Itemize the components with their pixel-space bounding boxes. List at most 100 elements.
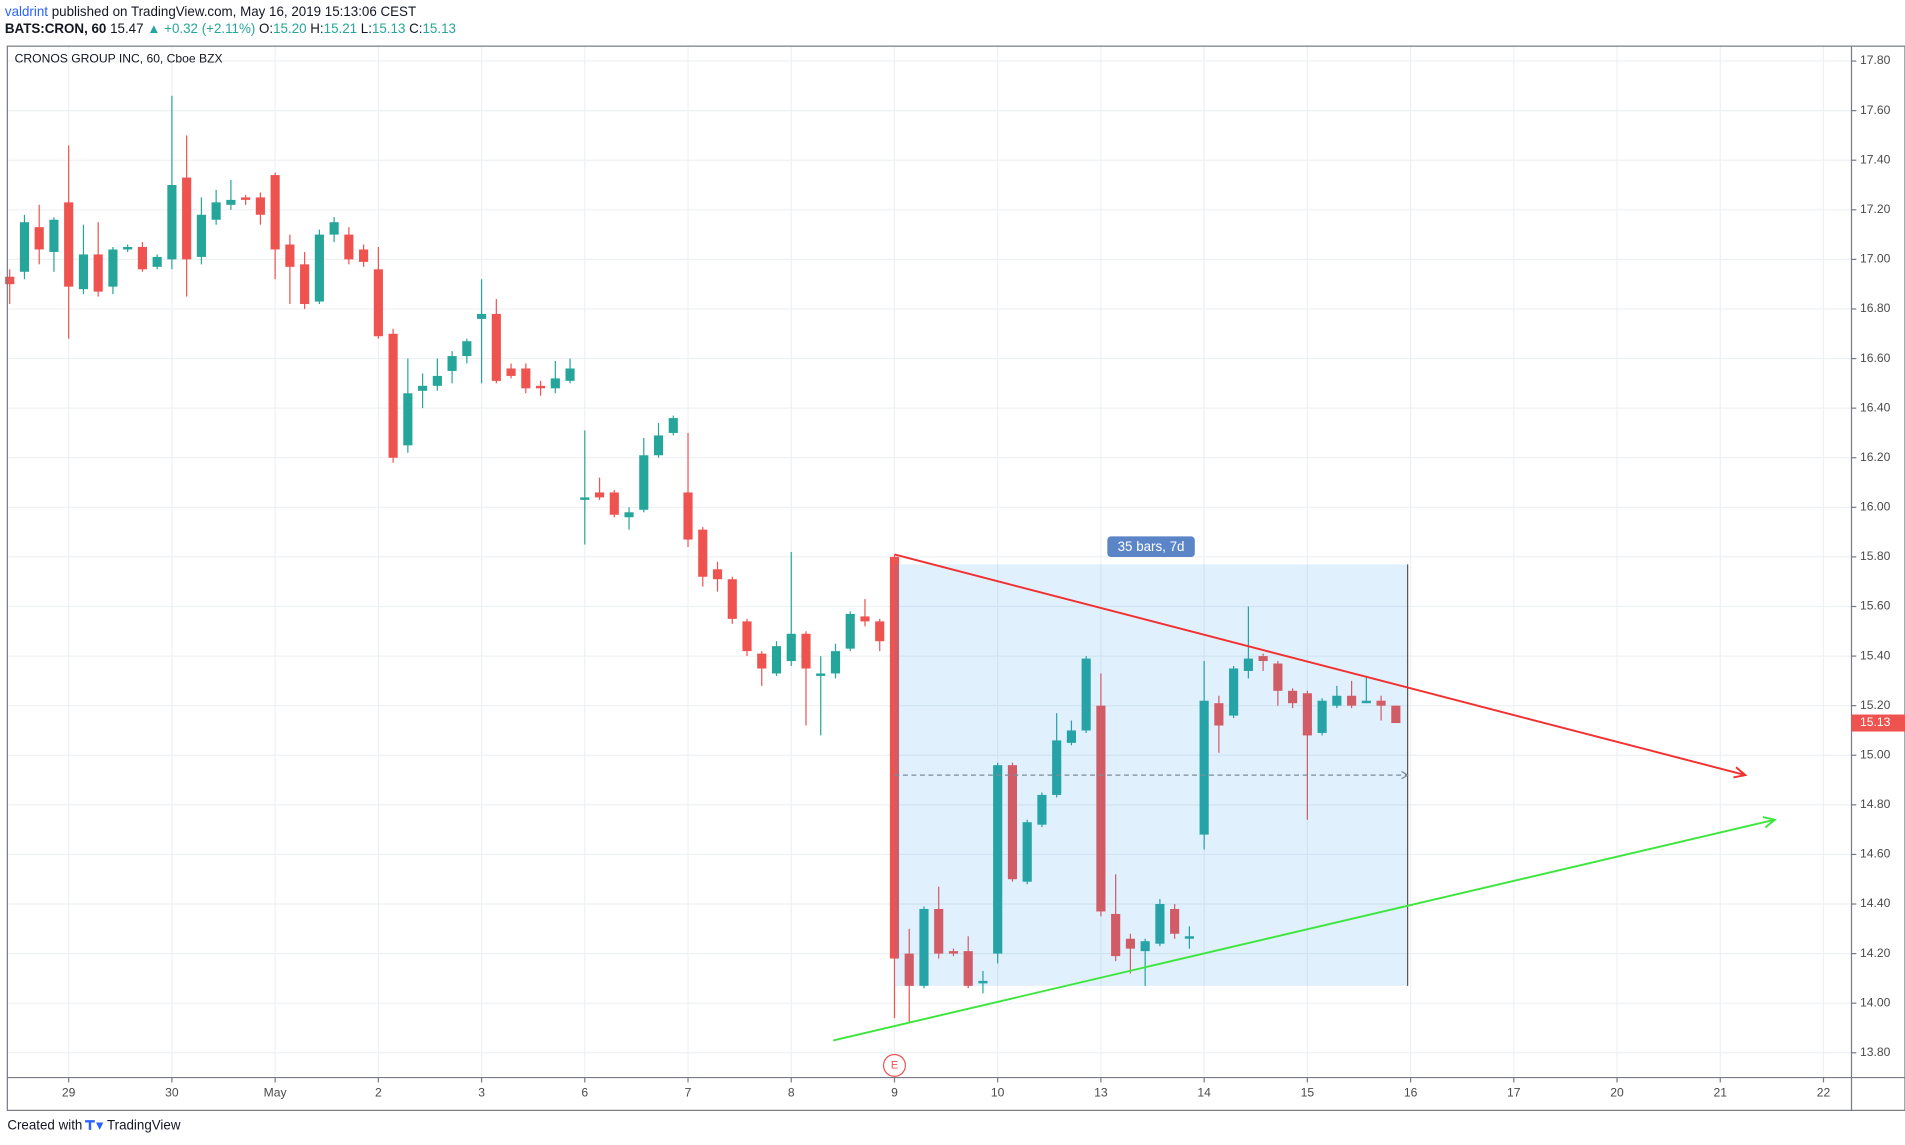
candle-body bbox=[1317, 700, 1327, 733]
candle-body bbox=[1111, 913, 1121, 957]
symbol-line: BATS:CRON, 60 15.47 ▲ +0.32 (+2.11%) O:1… bbox=[5, 21, 456, 36]
x-tick-label: 30 bbox=[165, 1086, 179, 1100]
candle-body bbox=[609, 492, 619, 515]
drawings: 35 bars, 7d bbox=[833, 536, 1777, 1042]
candle-body bbox=[255, 197, 265, 215]
candle-body bbox=[167, 185, 177, 260]
candle-body bbox=[34, 227, 44, 250]
candle-body bbox=[477, 313, 487, 319]
candle-body bbox=[639, 455, 649, 510]
last-price: 15.47 bbox=[110, 21, 143, 36]
trend-arrowhead bbox=[1762, 816, 1777, 829]
candle-body bbox=[1007, 765, 1018, 880]
y-tick-label: 15.80 bbox=[1860, 549, 1891, 563]
y-tick-label: 17.20 bbox=[1860, 202, 1891, 216]
candle-body bbox=[300, 264, 310, 305]
candle-body bbox=[1096, 705, 1106, 912]
axes: 13.80 14.00 14.20 14.40 14.60 14.80 15.00 15.20… bbox=[62, 53, 1905, 1100]
last-price-tag bbox=[1851, 714, 1905, 732]
candle-body bbox=[860, 616, 870, 622]
candle-body bbox=[963, 951, 973, 986]
candle-body bbox=[491, 313, 501, 381]
candle-body bbox=[727, 579, 737, 619]
candle-body bbox=[1184, 936, 1194, 939]
y-tick-label: 15.60 bbox=[1860, 599, 1891, 613]
candle-body bbox=[329, 222, 339, 235]
candle-body bbox=[1214, 703, 1224, 726]
candle-body bbox=[211, 202, 221, 220]
candle-body bbox=[934, 908, 944, 954]
candle-body bbox=[683, 492, 693, 540]
candle-body bbox=[418, 385, 428, 391]
candle-body bbox=[462, 341, 472, 357]
x-tick-label: 16 bbox=[1404, 1086, 1418, 1100]
candle-body bbox=[403, 393, 413, 446]
range-label: 35 bars, 7d bbox=[1118, 539, 1185, 554]
candle-body bbox=[1347, 695, 1357, 706]
published: published on TradingView.com, May 16, 20… bbox=[52, 4, 416, 19]
x-tick-label: 15 bbox=[1301, 1086, 1315, 1100]
ohlc-label: H: bbox=[310, 21, 323, 36]
x-tick-label: 10 bbox=[991, 1086, 1005, 1100]
candle-body bbox=[919, 908, 929, 986]
candle-body bbox=[93, 254, 103, 292]
ohlc-value: 15.21 bbox=[324, 21, 357, 36]
x-tick-label: 17 bbox=[1507, 1086, 1521, 1100]
candle-body bbox=[875, 621, 885, 642]
candle-body bbox=[1376, 700, 1386, 706]
x-tick-label: 6 bbox=[581, 1086, 588, 1100]
symbol: BATS:CRON, 60 bbox=[5, 21, 106, 36]
x-tick-label: 29 bbox=[62, 1086, 76, 1100]
candle-body bbox=[948, 951, 959, 954]
footer-text: Created with bbox=[7, 1118, 82, 1133]
candle-body bbox=[712, 569, 723, 580]
range-label-bg bbox=[1107, 536, 1195, 558]
x-tick-label: 14 bbox=[1197, 1086, 1211, 1100]
y-tick-label: 15.00 bbox=[1860, 747, 1891, 761]
candle-body bbox=[594, 492, 605, 498]
y-tick-label: 15.20 bbox=[1860, 698, 1891, 712]
y-tick-label: 16.20 bbox=[1860, 450, 1891, 464]
candle-body bbox=[816, 673, 826, 676]
y-tick-label: 14.00 bbox=[1860, 995, 1891, 1009]
ohlc-label: L: bbox=[361, 21, 372, 36]
candle-body bbox=[1273, 663, 1283, 691]
candle-body bbox=[182, 177, 192, 260]
candle-body bbox=[5, 276, 15, 285]
author: valdrint bbox=[5, 4, 48, 19]
candle-body bbox=[1229, 668, 1239, 716]
candle-body bbox=[447, 356, 457, 371]
candle-body bbox=[344, 234, 354, 260]
candle-body bbox=[889, 556, 900, 959]
candle-body bbox=[668, 418, 678, 433]
candle-body bbox=[978, 980, 988, 984]
y-tick-label: 16.60 bbox=[1860, 351, 1891, 365]
x-tick-label: 2 bbox=[375, 1086, 382, 1100]
candle-body bbox=[624, 512, 634, 518]
candle-body bbox=[196, 214, 206, 257]
published-line: valdrint published on TradingView.com, M… bbox=[5, 4, 416, 19]
candle-body bbox=[137, 246, 147, 270]
ohlc-value: 15.13 bbox=[422, 21, 455, 36]
candle-body bbox=[1243, 658, 1253, 671]
candle-body bbox=[771, 646, 782, 674]
candle-body bbox=[845, 613, 855, 649]
candle-body bbox=[1125, 938, 1135, 949]
candle-body bbox=[565, 368, 575, 381]
change: ▲ +0.32 (+2.11%) bbox=[147, 21, 255, 36]
candle-body bbox=[786, 633, 796, 662]
ohlc-value: 15.20 bbox=[273, 21, 306, 36]
event-marker bbox=[882, 1053, 907, 1077]
candle-body bbox=[314, 234, 324, 302]
trend-line bbox=[833, 818, 1776, 1042]
x-tick-label: 21 bbox=[1714, 1086, 1728, 1100]
y-tick-label: 16.00 bbox=[1860, 500, 1891, 514]
candle-body bbox=[993, 765, 1003, 954]
candle-body bbox=[653, 435, 664, 456]
candle-body bbox=[1037, 794, 1047, 825]
last-price-label: 15.13 bbox=[1860, 715, 1891, 729]
candle-body bbox=[580, 497, 590, 500]
ohlc-label: C: bbox=[409, 21, 422, 36]
candle-body bbox=[19, 222, 30, 272]
candle-body bbox=[1258, 656, 1268, 662]
